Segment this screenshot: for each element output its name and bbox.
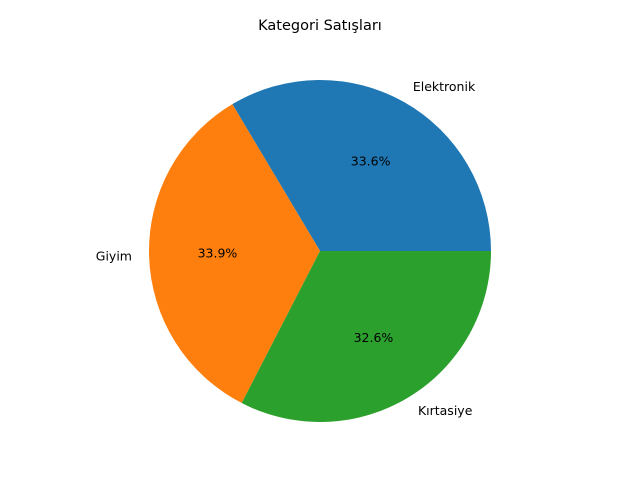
pie-labels: Elektronik 33.6% Giyim 33.9% Kırtasiye 32.6% — [96, 79, 476, 418]
slice-label-elektronik: Elektronik — [413, 79, 476, 94]
slice-label-kirtasiye: Kırtasiye — [418, 403, 473, 418]
chart-title: Kategori Satışları — [258, 18, 382, 34]
pie-slice-elektronik — [232, 79, 491, 251]
percent-label-elektronik: 33.6% — [351, 153, 391, 168]
percent-label-kirtasiye: 32.6% — [354, 330, 394, 345]
percent-label-giyim: 33.9% — [198, 246, 238, 261]
pie-slices — [148, 79, 491, 422]
slice-label-giyim: Giyim — [96, 248, 132, 263]
pie-slice-kirtasiye — [241, 251, 491, 422]
pie-slice-giyim — [148, 104, 320, 404]
